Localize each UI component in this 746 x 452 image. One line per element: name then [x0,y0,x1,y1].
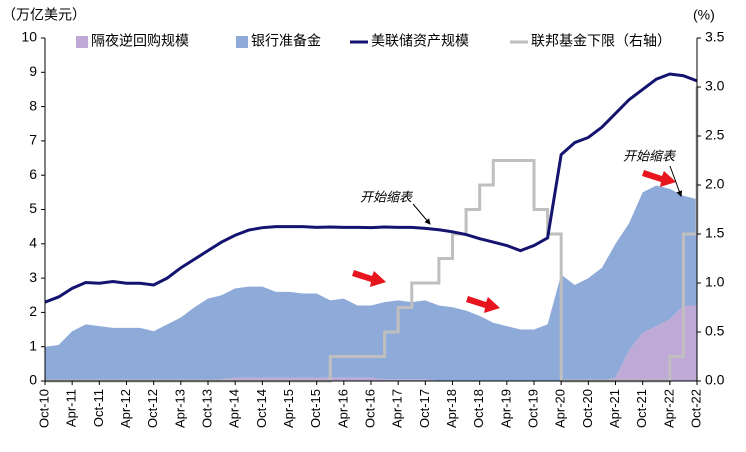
red-arrow [642,170,676,187]
x-tick-label: Apr-19 [498,389,513,428]
y-tick-label: 6 [29,166,37,182]
y-tick-label: 10 [21,29,37,45]
x-tick-label: Apr-20 [553,389,568,428]
y-tick-label: 2 [29,303,37,319]
x-tick-label: Oct-18 [471,389,486,428]
y-tick-label: 4 [29,235,37,251]
y2-tick-label: 1.5 [705,225,725,241]
red-arrow [466,296,500,313]
x-tick-label: Apr-15 [281,389,296,428]
y-tick-label: 9 [29,63,37,79]
annotation: 开始缩表 [623,148,677,163]
x-tick-label: Oct-14 [254,389,269,428]
annotation-arrow [669,165,683,197]
x-tick-label: Apr-17 [390,389,405,428]
y2-tick-label: 0.0 [705,372,725,388]
x-tick-label: Oct-11 [91,389,106,427]
x-tick-label: Oct-10 [36,389,51,428]
x-tick-label: Oct-12 [145,389,160,428]
area [45,305,697,381]
legend-swatch [236,36,248,48]
x-tick-label: Apr-18 [444,389,459,428]
annotation: 开始缩表 [360,189,414,204]
x-tick-label: Oct-19 [525,389,540,428]
x-tick-label: Apr-16 [335,389,350,428]
legend-label: 隔夜逆回购规模 [91,33,189,49]
x-tick-label: Apr-12 [118,389,133,428]
x-tick-label: Oct-16 [362,389,377,428]
area [45,185,697,381]
y-tick-label: 7 [29,132,37,148]
legend-label: 联邦基金下限（右轴） [531,33,671,49]
y2-tick-label: 1.0 [705,274,725,290]
legend-label: 银行准备金 [251,33,321,49]
legend-label: 美联储资产规模 [371,33,469,49]
y-tick-label: 0 [29,372,37,388]
x-tick-label: Oct-22 [688,389,703,428]
y2-tick-label: 0.5 [705,323,725,339]
x-tick-label: Apr-22 [661,389,676,428]
x-tick-label: Apr-11 [64,389,79,427]
x-tick-label: Oct-13 [199,389,214,428]
y-tick-label: 3 [29,269,37,285]
y2-tick-label: 3.5 [705,29,725,45]
x-tick-label: Apr-14 [227,389,242,428]
x-tick-label: Apr-21 [607,389,622,428]
x-tick-label: Oct-15 [308,389,323,428]
x-tick-label: Oct-20 [580,389,595,428]
line [44,72,698,304]
annotation-arrow [412,203,431,225]
x-tick-label: Oct-21 [634,389,649,428]
x-tick-label: Apr-13 [172,389,187,428]
plot [44,72,699,383]
y2-tick-label: 2.5 [705,127,725,143]
red-arrow [352,270,386,287]
legend-swatch [76,36,88,48]
x-tick-label: Oct-17 [417,389,432,428]
y2-tick-label: 2.0 [705,176,725,192]
y-unit-label: （万亿美元） [2,7,86,23]
y2-unit-label: (%) [693,7,715,23]
y-tick-label: 8 [29,97,37,113]
y2-tick-label: 3.0 [705,78,725,94]
y-tick-label: 1 [29,337,37,353]
red-arrows [352,170,676,313]
y-tick-label: 5 [29,200,37,216]
